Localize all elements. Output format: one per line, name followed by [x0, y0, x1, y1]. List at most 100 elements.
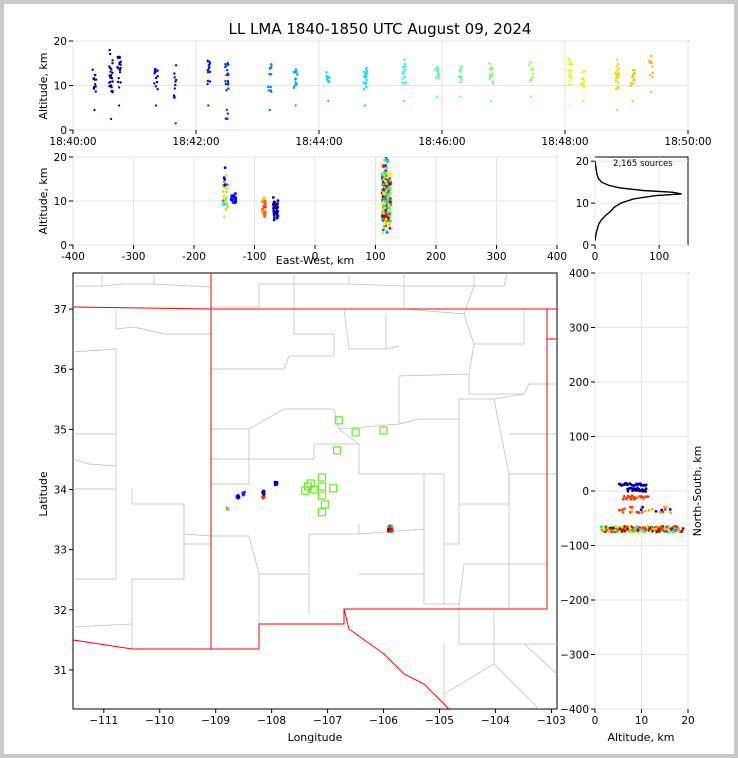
source-point — [110, 77, 114, 80]
source-point — [294, 104, 297, 107]
source-point — [224, 199, 228, 203]
source-point — [381, 214, 384, 218]
source-point — [623, 507, 627, 511]
map-frame — [72, 272, 558, 710]
source-point — [224, 186, 228, 190]
source-point — [110, 86, 113, 89]
source-point — [404, 81, 407, 85]
x-tick-label: 18:42:00 — [172, 136, 219, 148]
y-tick-label: 300 — [569, 323, 589, 335]
source-point — [206, 71, 210, 74]
source-point — [614, 77, 618, 80]
source-point — [206, 79, 210, 83]
source-point — [117, 77, 120, 80]
source-point — [663, 527, 667, 531]
station-marker — [333, 446, 342, 455]
source-point — [488, 77, 491, 81]
source-point — [225, 64, 228, 67]
source-point — [385, 192, 388, 196]
source-point — [633, 68, 636, 72]
source-point — [599, 525, 603, 528]
source-point — [628, 525, 631, 529]
source-point — [206, 82, 209, 86]
source-point — [436, 66, 439, 69]
source-point — [382, 188, 386, 191]
source-point — [629, 84, 633, 87]
source-point — [488, 62, 491, 65]
source-point — [460, 65, 463, 68]
ew-height-ylabel: Altitude, km — [37, 167, 50, 234]
source-point — [388, 206, 392, 209]
source-point — [567, 69, 570, 72]
source-point — [384, 228, 388, 232]
source-point — [274, 206, 277, 209]
source-point — [645, 525, 649, 529]
source-point — [388, 223, 391, 227]
lma-figure: LL LMA 1840-1850 UTC August 09, 2024 18:… — [37, 20, 712, 744]
source-point — [173, 96, 176, 99]
source-point — [268, 73, 271, 76]
source-point — [650, 54, 653, 58]
source-point — [223, 183, 227, 187]
x-tick-label: −108 — [257, 715, 286, 727]
source-point — [272, 218, 276, 222]
source-point — [674, 529, 677, 532]
map-panel: −111 −110 −109 −108 −107 −106 −105 −104 −103 31 32… — [37, 272, 566, 744]
source-point — [629, 81, 633, 85]
source-point — [295, 70, 298, 74]
source-point — [626, 483, 629, 487]
source-point — [154, 104, 158, 107]
source-point — [327, 100, 330, 103]
y-tick-label: −100 — [560, 541, 589, 553]
source-point — [386, 180, 390, 184]
source-point — [531, 68, 534, 71]
source-point — [381, 195, 385, 198]
source-point — [293, 85, 296, 88]
source-point — [110, 90, 113, 93]
source-point — [631, 489, 634, 493]
station-marker — [309, 485, 318, 494]
source-point — [224, 202, 228, 206]
source-point — [624, 497, 628, 501]
source-point — [384, 169, 388, 173]
source-point — [434, 76, 438, 79]
source-point — [267, 85, 270, 89]
source-point — [269, 85, 272, 89]
y-tick-label: 20 — [576, 156, 589, 168]
source-point — [647, 508, 651, 512]
x-tick-label: 0 — [312, 251, 319, 263]
source-point — [223, 177, 227, 181]
source-point — [292, 70, 295, 74]
source-point — [270, 73, 273, 76]
ns-height-sources — [599, 482, 685, 534]
source-point — [530, 61, 533, 64]
source-point — [225, 108, 228, 112]
source-point — [401, 77, 404, 80]
source-point — [92, 87, 96, 91]
source-point — [293, 78, 297, 81]
source-point — [118, 68, 122, 72]
source-point — [437, 72, 440, 76]
source-point — [275, 211, 278, 215]
source-point — [380, 175, 384, 179]
source-point — [582, 85, 586, 89]
source-point — [646, 495, 650, 498]
source-point — [642, 528, 645, 532]
source-point — [618, 508, 621, 512]
source-point — [327, 80, 331, 84]
source-point — [231, 194, 235, 198]
source-point — [673, 525, 676, 528]
source-point — [613, 528, 617, 532]
source-point — [568, 72, 571, 75]
histogram-grid — [594, 157, 688, 246]
source-point — [261, 495, 264, 499]
source-point — [383, 206, 386, 210]
source-point — [457, 75, 460, 78]
source-point — [569, 68, 572, 72]
ns-height-ylabel: North-South, km — [691, 446, 704, 537]
source-point — [387, 221, 390, 225]
station-marker — [301, 486, 310, 495]
x-tick-label: -200 — [182, 251, 206, 263]
source-point — [644, 483, 648, 487]
y-tick-label: 10 — [576, 198, 589, 210]
